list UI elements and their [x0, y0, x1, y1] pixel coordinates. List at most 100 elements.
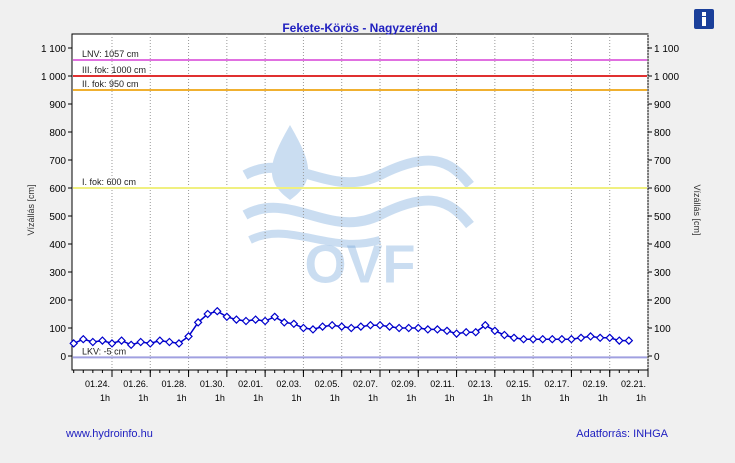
y-tick-label: 500: [49, 212, 66, 223]
data-point: [251, 315, 260, 324]
data-point: [88, 337, 98, 347]
y-tick-label: 0: [60, 352, 66, 363]
x-tick-hour: 1h: [368, 393, 378, 403]
data-point: [452, 329, 461, 338]
x-tick-hour: 1h: [330, 393, 340, 403]
x-tick-label: 02.01.: [238, 379, 263, 389]
y2-tick-label: 100: [654, 324, 671, 335]
data-point: [394, 323, 404, 333]
data-point: [78, 334, 88, 344]
data-point: [509, 333, 519, 343]
y-tick-label: 1 100: [41, 44, 66, 55]
y2-tick-label: 1 100: [654, 44, 679, 55]
y2-tick-label: 0: [654, 352, 660, 363]
data-point: [212, 306, 222, 316]
threshold-label: LKV: -5 cm: [82, 346, 126, 356]
data-point: [385, 322, 394, 331]
data-point: [145, 339, 155, 348]
x-tick-label: 01.24.: [85, 379, 110, 389]
data-point: [241, 316, 251, 326]
data-point: [299, 323, 308, 333]
x-tick-label: 01.26.: [123, 379, 148, 389]
x-tick-label: 02.03.: [276, 379, 301, 389]
data-point: [605, 333, 615, 343]
footer-link[interactable]: www.hydroinfo.hu: [65, 428, 153, 440]
x-tick-label: 02.11.: [430, 379, 454, 389]
data-point: [193, 318, 203, 327]
x-tick-label: 02.07.: [353, 379, 378, 389]
x-tick-label: 02.17.: [544, 379, 569, 389]
data-point: [576, 333, 586, 343]
y2-tick-label: 600: [654, 184, 671, 195]
data-point: [490, 326, 500, 336]
chart-title: Fekete-Körös - Nagyzerénd: [282, 21, 437, 35]
y-tick-label: 100: [49, 324, 66, 335]
data-point: [356, 322, 366, 331]
y-tick-label: 300: [49, 268, 66, 279]
data-point: [117, 336, 126, 345]
y2-tick-label: 1 000: [654, 72, 679, 83]
y2-tick-label: 300: [654, 268, 671, 279]
data-point: [174, 339, 184, 348]
data-point: [184, 332, 193, 341]
x-tick-label: 02.15.: [506, 379, 531, 389]
y2-tick-label: 500: [654, 212, 671, 223]
data-point: [318, 322, 327, 331]
data-point: [567, 334, 576, 344]
data-point: [203, 309, 213, 319]
data-point: [624, 336, 634, 345]
x-tick-hour: 1h: [483, 393, 493, 403]
x-tick-hour: 1h: [138, 393, 148, 403]
data-point: [232, 315, 241, 324]
data-point: [557, 334, 567, 344]
watermark: OVF: [304, 234, 415, 294]
x-tick-label: 01.28.: [162, 379, 187, 389]
data-point: [270, 312, 280, 322]
data-point: [519, 334, 528, 344]
y-axis-label: Vízállás [cm]: [26, 184, 36, 235]
y-tick-label: 900: [49, 100, 66, 111]
data-point: [586, 332, 595, 341]
data-point: [107, 339, 117, 348]
x-tick-label: 02.05.: [315, 379, 340, 389]
x-tick-hour: 1h: [559, 393, 569, 403]
data-point: [155, 336, 165, 345]
data-point: [461, 327, 471, 337]
data-point: [126, 340, 136, 350]
data-point: [547, 334, 557, 344]
data-point: [433, 325, 442, 334]
x-tick-hour: 1h: [406, 393, 416, 403]
y-tick-label: 600: [49, 184, 66, 195]
data-point: [500, 330, 509, 340]
x-tick-label: 02.09.: [391, 379, 416, 389]
data-point: [69, 339, 79, 348]
data-point: [423, 325, 433, 334]
x-tick-hour: 1h: [253, 393, 263, 403]
x-tick-hour: 1h: [215, 393, 225, 403]
data-point: [327, 320, 337, 330]
threshold-label: II. fok: 950 cm: [82, 79, 139, 89]
y2-tick-label: 800: [654, 128, 671, 139]
data-point: [279, 318, 289, 327]
plot-area: [71, 33, 649, 371]
y2-tick-label: 700: [654, 156, 671, 167]
x-tick-label: 02.19.: [583, 379, 608, 389]
footer-source: Adatforrás: INHGA: [576, 428, 668, 440]
x-tick-hour: 1h: [291, 393, 301, 403]
data-point: [480, 320, 490, 330]
y2-tick-label: 900: [654, 100, 671, 111]
data-point: [260, 316, 270, 326]
x-tick-label: 01.30.: [200, 379, 225, 389]
data-point: [165, 337, 174, 347]
x-tick-hour: 1h: [521, 393, 531, 403]
x-tick-hour: 1h: [636, 393, 646, 403]
data-point: [538, 334, 548, 344]
data-point: [442, 326, 452, 336]
x-tick-label: 02.13.: [468, 379, 493, 389]
info-icon[interactable]: [694, 9, 714, 29]
data-point: [98, 336, 107, 345]
data-point: [308, 325, 318, 334]
y-tick-label: 200: [49, 296, 66, 307]
data-point: [346, 323, 356, 333]
